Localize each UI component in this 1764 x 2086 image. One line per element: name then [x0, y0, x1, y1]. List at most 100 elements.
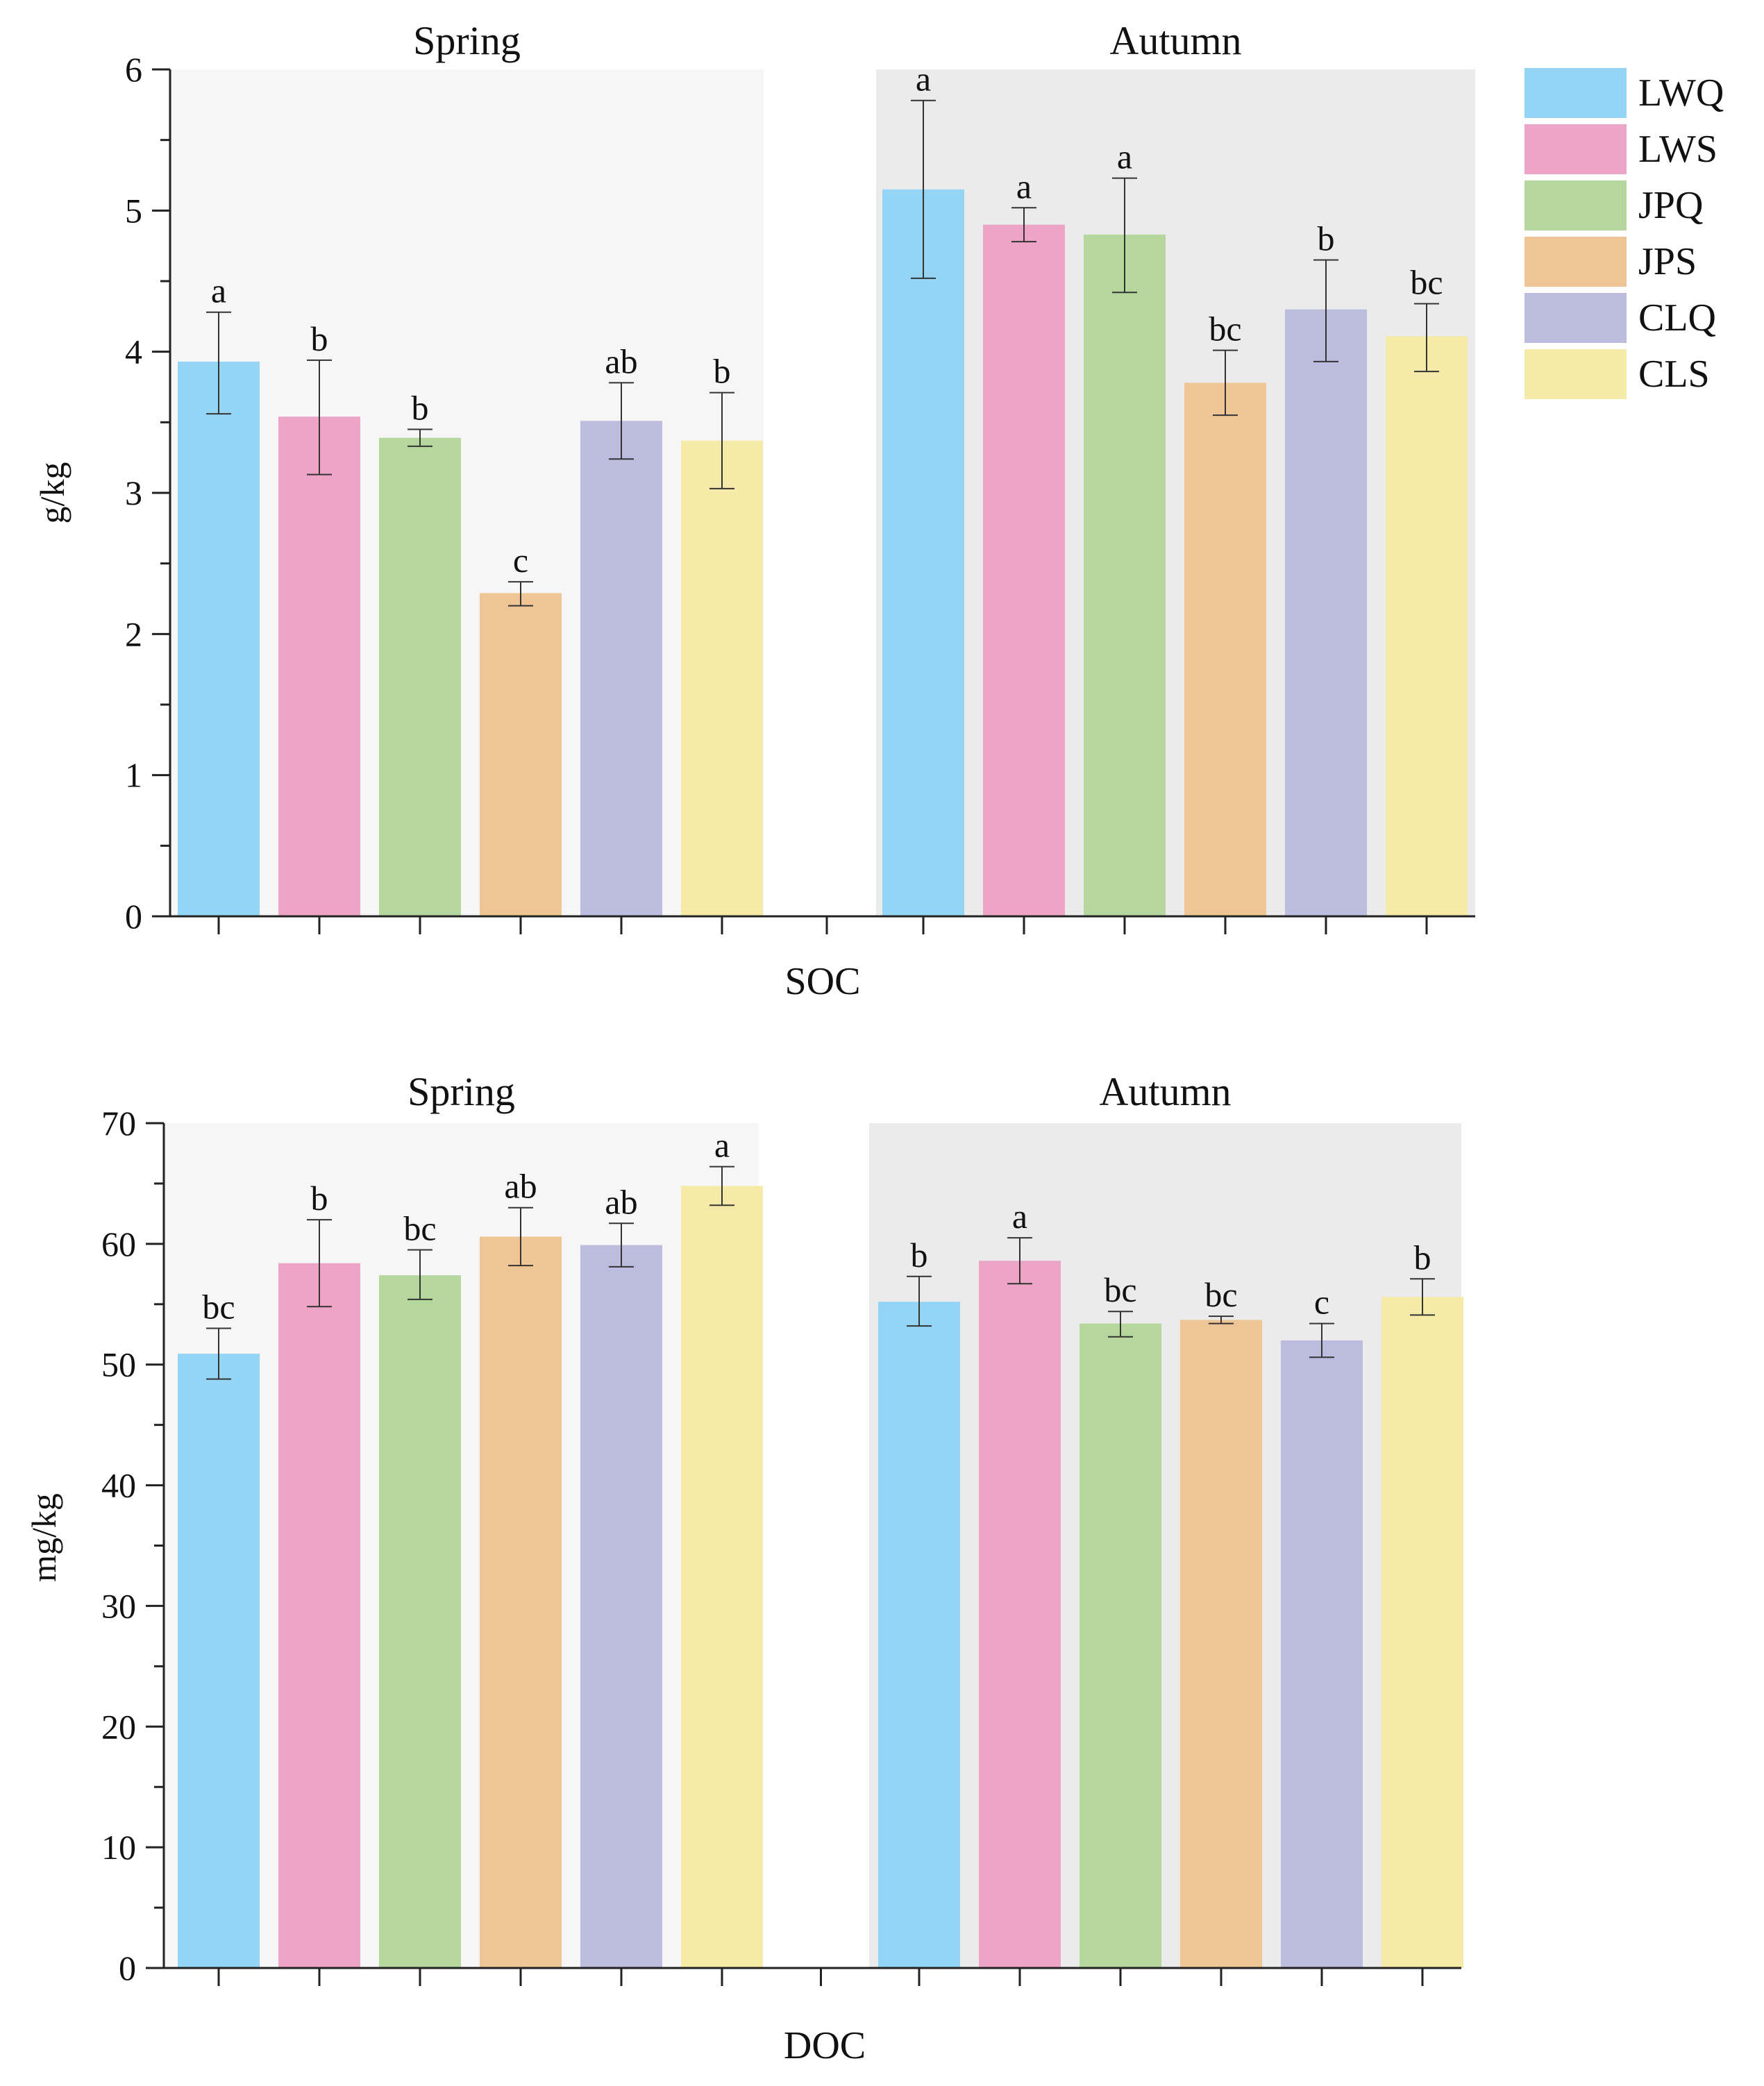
error-bar-autumn-cls: [1410, 1278, 1435, 1316]
error-bar-autumn-jpq: [1108, 1311, 1133, 1338]
error-bar-spring-jps: [508, 581, 533, 607]
sig-label-spring-cls: a: [714, 1126, 730, 1165]
sig-label-autumn-lws: a: [1016, 167, 1032, 205]
sig-label-spring-lwq: a: [211, 271, 226, 310]
error-bar-autumn-lws: [1007, 1237, 1032, 1285]
legend-label: CLQ: [1638, 296, 1716, 339]
y-tick-label: 2: [125, 614, 142, 653]
sig-label-autumn-cls: b: [1414, 1238, 1431, 1277]
sig-label-autumn-lws: a: [1012, 1197, 1027, 1236]
error-bar-spring-cls: [709, 1166, 734, 1206]
y-tick-label: 70: [101, 1104, 136, 1143]
y-tick-label: 0: [125, 897, 142, 936]
y-tick-label: 10: [101, 1828, 136, 1867]
error-bar-spring-lws: [307, 1219, 332, 1308]
bar-spring-lwq: [178, 361, 260, 916]
sig-label-autumn-lwq: b: [911, 1236, 928, 1275]
legend-item-jps: JPS: [1524, 237, 1697, 287]
sig-label-autumn-cls: bc: [1410, 263, 1443, 302]
sig-label-autumn-clq: c: [1314, 1283, 1329, 1322]
sig-label-autumn-jpq: bc: [1104, 1270, 1136, 1309]
legend-label: LWS: [1638, 128, 1717, 171]
error-bar-spring-jpq: [408, 428, 432, 447]
error-bar-autumn-clq: [1309, 1322, 1334, 1359]
panel-bg-spring: [170, 69, 764, 916]
bar-spring-cls: [681, 440, 763, 916]
sig-label-autumn-jps: bc: [1204, 1275, 1237, 1314]
error-bar-autumn-lwq: [911, 99, 936, 279]
y-tick-label: 60: [101, 1225, 136, 1263]
x-axis-label: SOC: [785, 960, 861, 1003]
legend-item-cls: CLS: [1524, 349, 1710, 399]
y-tick-label: 30: [101, 1586, 136, 1625]
bar-autumn-lws: [983, 224, 1065, 917]
sig-label-spring-clq: ab: [605, 1182, 637, 1221]
error-bar-spring-lwq: [206, 311, 231, 415]
error-bar-autumn-cls: [1414, 303, 1439, 373]
bar-spring-lws: [278, 1263, 360, 1968]
bar-autumn-cls: [1386, 336, 1468, 916]
sig-label-spring-lws: b: [311, 1179, 328, 1218]
bar-autumn-jps: [1180, 1320, 1262, 1968]
sig-label-autumn-lwq: a: [916, 60, 931, 99]
y-tick-label: 6: [125, 50, 142, 89]
bar-spring-jpq: [379, 1275, 461, 1968]
sig-label-spring-jps: ab: [504, 1167, 537, 1206]
y-axis-label: g/kg: [33, 462, 72, 524]
sig-label-spring-jpq: bc: [403, 1209, 436, 1248]
sig-label-autumn-clq: b: [1318, 219, 1335, 258]
bar-autumn-jpq: [1080, 1323, 1161, 1968]
panel-title-autumn: Autumn: [1109, 18, 1241, 63]
y-tick-label: 3: [125, 473, 142, 512]
legend-label: CLS: [1638, 353, 1710, 396]
panel-bg-autumn: [876, 69, 1475, 916]
sig-label-spring-clq: ab: [605, 342, 637, 380]
error-bar-autumn-lws: [1011, 207, 1036, 243]
error-bar-autumn-jpq: [1112, 177, 1137, 294]
sig-label-autumn-jpq: a: [1117, 137, 1132, 176]
error-bar-spring-jps: [508, 1206, 533, 1267]
y-tick-label: 50: [101, 1345, 136, 1384]
error-bar-spring-clq: [609, 382, 634, 460]
bar-spring-clq: [580, 421, 662, 916]
x-axis-label: DOC: [784, 2024, 866, 2067]
bar-spring-jps: [480, 1236, 562, 1968]
bar-autumn-lws: [979, 1261, 1061, 1968]
sig-label-spring-lwq: bc: [202, 1288, 235, 1327]
bar-spring-lws: [278, 417, 360, 916]
sig-label-spring-lws: b: [311, 319, 328, 358]
panel-title-spring: Spring: [413, 18, 521, 63]
legend-label: LWQ: [1638, 72, 1724, 115]
error-bar-autumn-clq: [1313, 259, 1338, 362]
bar-autumn-lwq: [878, 1302, 960, 1968]
error-bar-autumn-jps: [1213, 349, 1238, 417]
error-bar-autumn-lwq: [907, 1275, 932, 1327]
legend-swatch: [1524, 68, 1627, 118]
error-bar-spring-lwq: [206, 1327, 231, 1380]
legend-item-lwq: LWQ: [1524, 68, 1724, 118]
bar-spring-jps: [480, 593, 562, 916]
legend-swatch: [1524, 349, 1627, 399]
legend-swatch: [1524, 237, 1627, 287]
legend: LWQ LWS JPQ JPS CLQ CLS: [1524, 68, 1724, 399]
error-bar-spring-cls: [709, 392, 734, 489]
legend-label: JPQ: [1638, 184, 1703, 227]
y-tick-label: 4: [125, 333, 142, 371]
legend-item-lws: LWS: [1524, 124, 1717, 174]
legend-label: JPS: [1638, 240, 1697, 283]
legend-swatch: [1524, 180, 1627, 230]
error-bar-spring-lws: [307, 359, 332, 476]
y-tick-label: 1: [125, 756, 142, 795]
legend-item-jpq: JPQ: [1524, 180, 1703, 230]
error-bar-autumn-jps: [1209, 1315, 1234, 1324]
bar-autumn-lwq: [882, 189, 964, 916]
bar-spring-lwq: [178, 1354, 260, 1968]
bar-autumn-cls: [1381, 1297, 1463, 1968]
y-axis-label: mg/kg: [24, 1493, 63, 1582]
bar-spring-jpq: [379, 437, 461, 916]
legend-item-clq: CLQ: [1524, 293, 1716, 343]
panel-title-autumn: Autumn: [1099, 1069, 1231, 1114]
